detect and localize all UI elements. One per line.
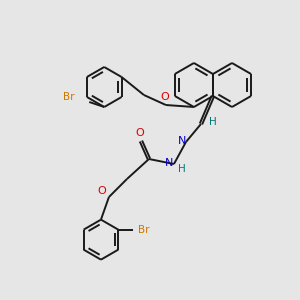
Text: N: N <box>165 158 173 168</box>
Text: Br: Br <box>137 225 149 235</box>
Text: H: H <box>178 164 186 174</box>
Text: O: O <box>98 186 106 196</box>
Text: O: O <box>136 128 144 138</box>
Text: Br: Br <box>63 92 74 102</box>
Text: O: O <box>160 92 169 102</box>
Text: N: N <box>178 136 186 146</box>
Text: H: H <box>209 117 217 127</box>
